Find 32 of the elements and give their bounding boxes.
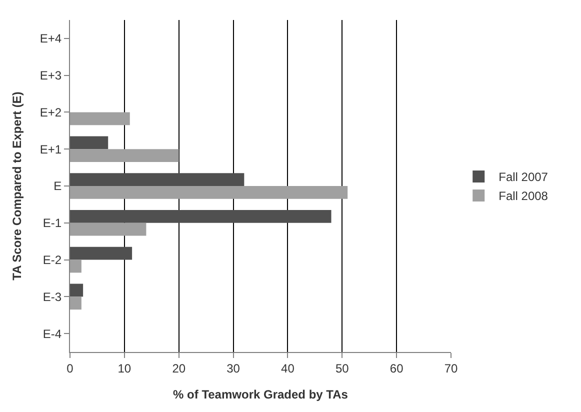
bar <box>70 210 332 223</box>
bar <box>70 136 108 150</box>
y-tick-label: E+3 <box>40 68 62 83</box>
y-tick-label: E-3 <box>42 290 62 304</box>
x-tick-label: 70 <box>444 361 458 376</box>
y-tick-label: E-1 <box>42 216 62 230</box>
x-tick-label: 50 <box>335 361 350 376</box>
x-tick-label: 60 <box>390 361 404 376</box>
x-tick-label: 20 <box>172 361 186 376</box>
bar <box>70 296 82 310</box>
x-tick-label: 0 <box>66 361 74 376</box>
bar <box>70 284 84 297</box>
y-tick-label: E-4 <box>42 326 62 341</box>
x-axis-title: % of Teamwork Graded by TAs <box>173 387 348 402</box>
x-tick-label: 30 <box>226 361 240 376</box>
y-tick-label: E-2 <box>42 252 62 267</box>
y-axis-title: TA Score Compared to Expert (E) <box>10 92 24 280</box>
x-tick-label: 10 <box>118 361 132 376</box>
y-tick-label: E+4 <box>40 32 62 46</box>
bar <box>70 260 82 273</box>
bar <box>70 173 244 186</box>
legend-label: Fall 2007 <box>498 170 548 184</box>
x-tick-label: 40 <box>281 361 295 376</box>
legend-label: Fall 2008 <box>498 189 548 204</box>
bar <box>70 186 348 199</box>
bar <box>70 149 179 162</box>
bar <box>70 222 146 236</box>
y-tick-label: E+1 <box>40 142 62 156</box>
y-tick-label: E+2 <box>40 105 62 120</box>
bar <box>70 246 132 260</box>
bar <box>70 112 130 126</box>
y-tick-label: E <box>54 179 62 194</box>
